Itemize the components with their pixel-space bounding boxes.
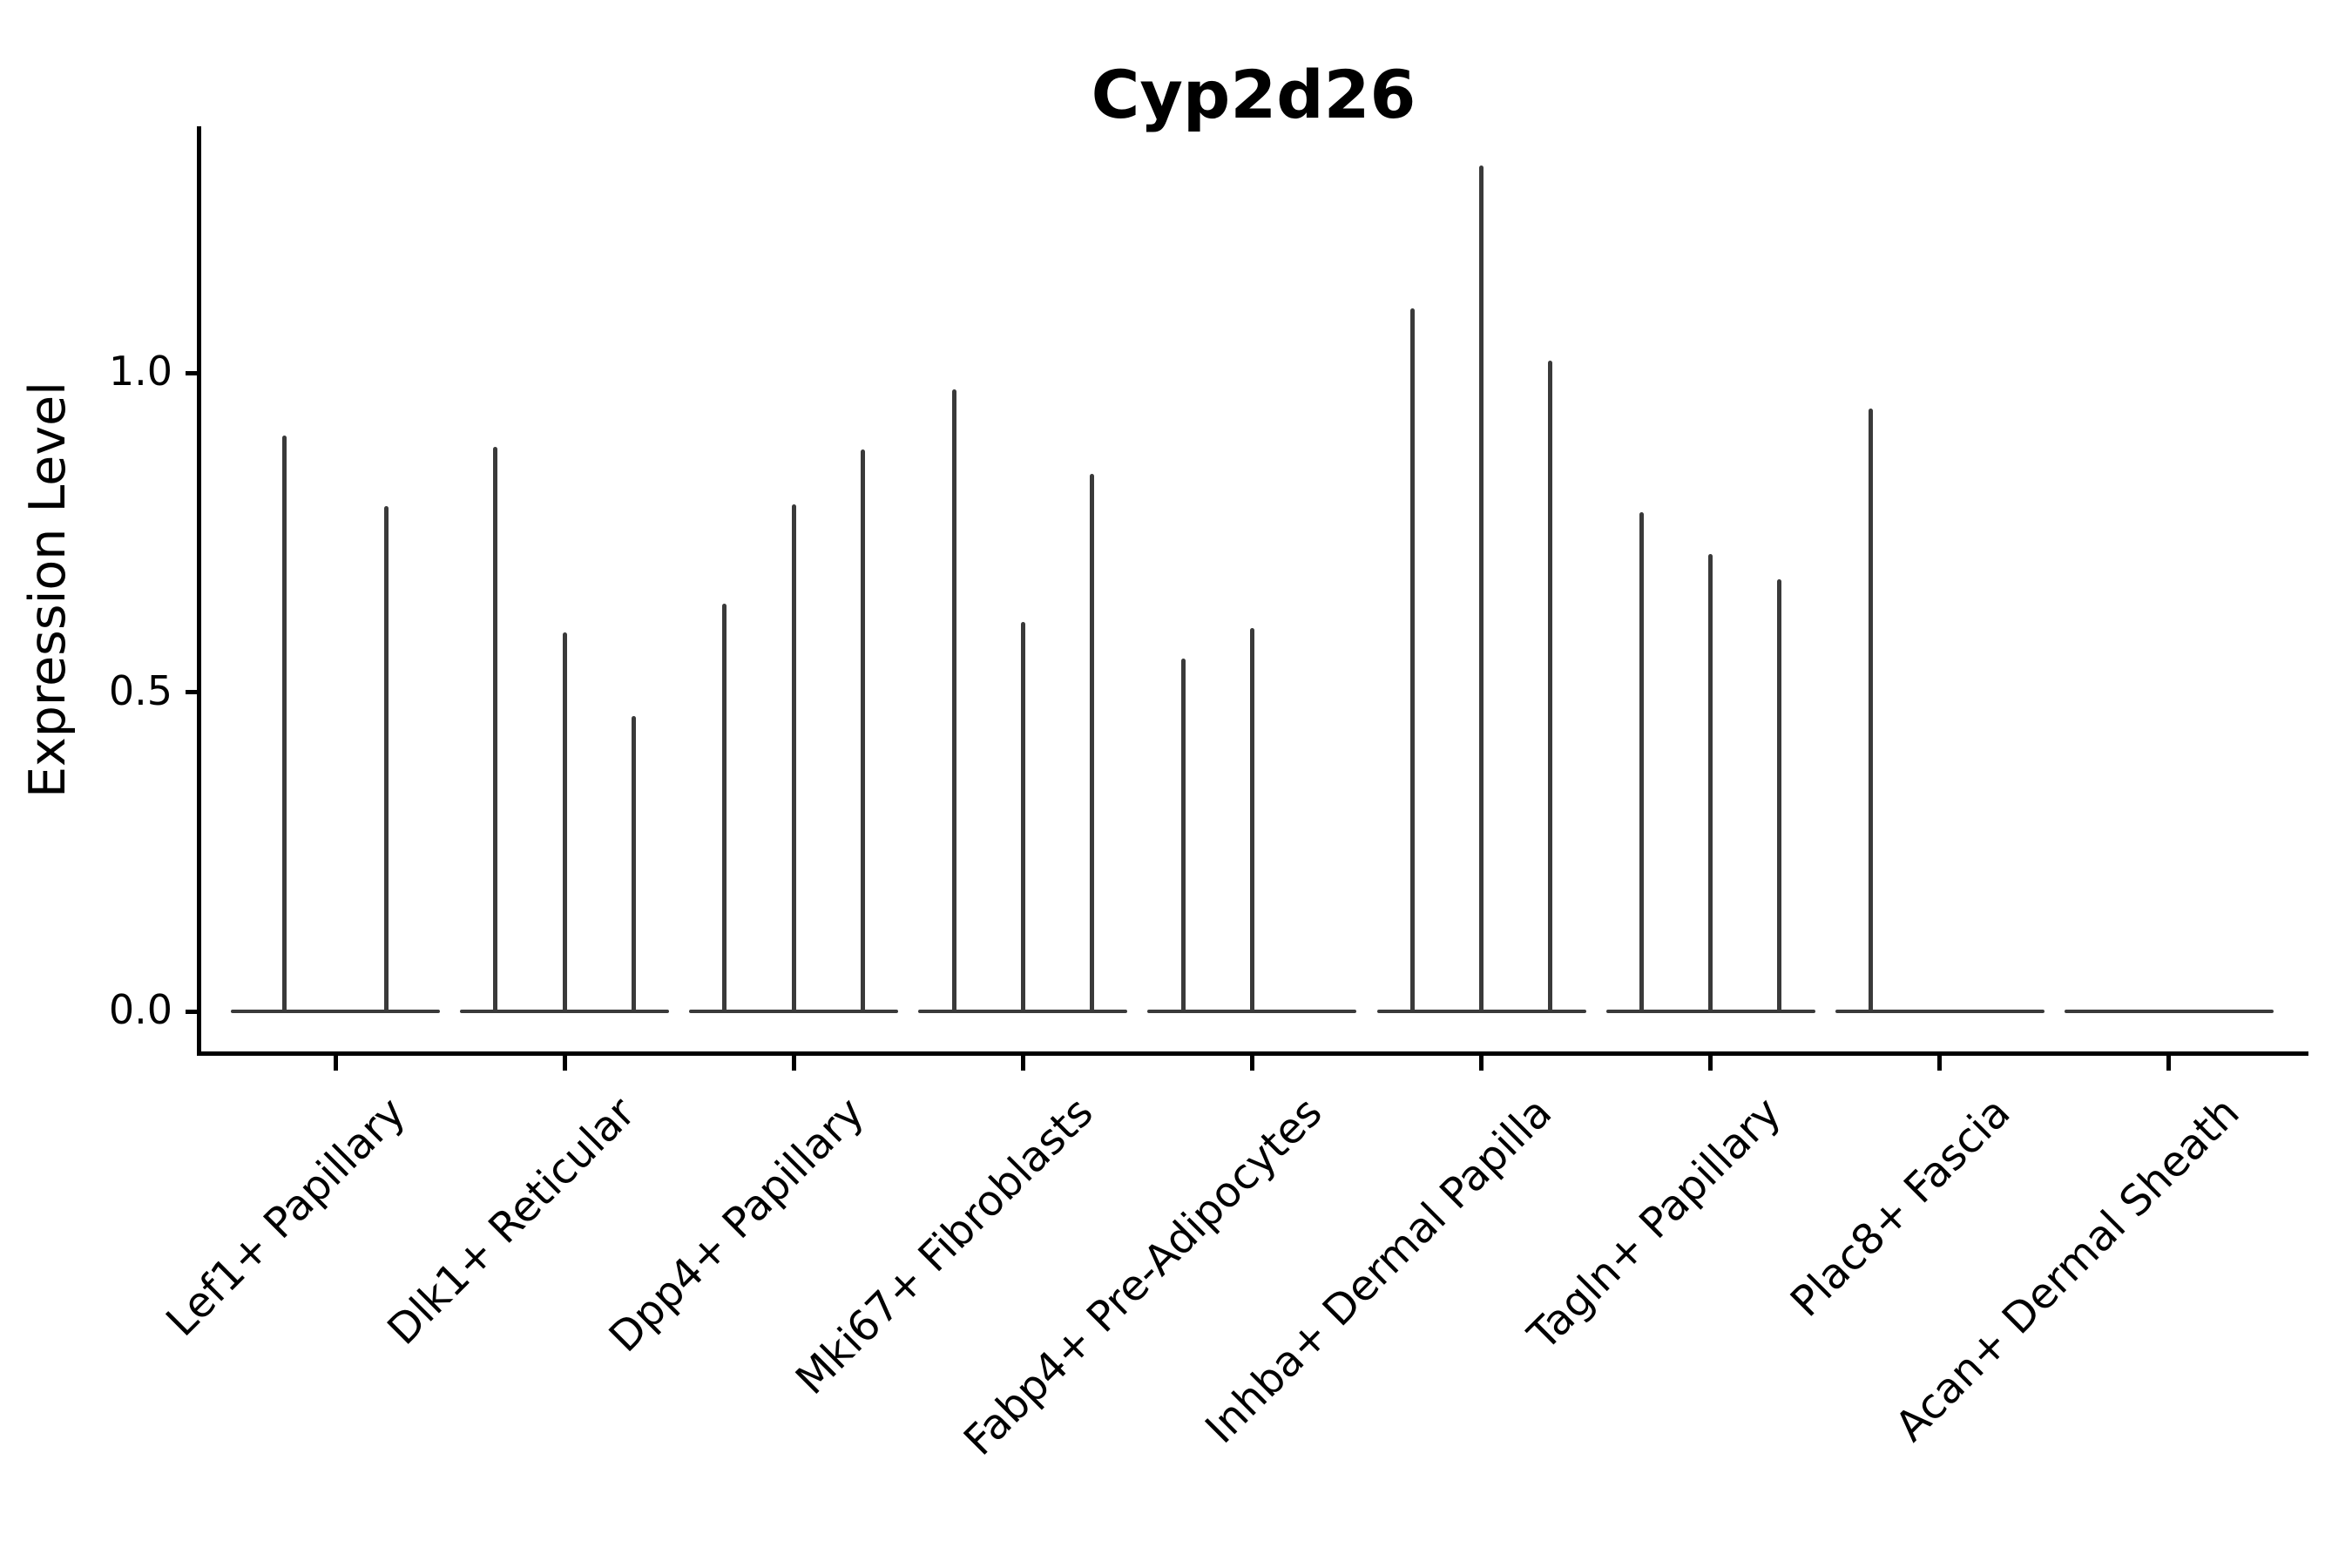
- x-tick-mark: [333, 1055, 338, 1071]
- x-axis-spine: [197, 1051, 2308, 1056]
- violin-spike: [1868, 409, 1873, 1011]
- x-tick-mark: [1937, 1055, 1943, 1071]
- y-tick-mark: [186, 690, 197, 695]
- y-tick-mark: [186, 1009, 197, 1014]
- violin-spike: [951, 389, 956, 1011]
- x-tick-mark: [2166, 1055, 2172, 1071]
- violin-spike: [1777, 578, 1782, 1011]
- violin-spike: [1708, 553, 1713, 1011]
- x-tick-label: Tagln+ Papillary: [1518, 1088, 1791, 1360]
- y-tick-label: 0.0: [108, 985, 172, 1033]
- violin-baseline: [918, 1010, 1128, 1013]
- violin-spike: [1639, 512, 1644, 1011]
- violin-baseline: [1605, 1010, 1815, 1013]
- violin-spike: [722, 603, 727, 1011]
- violin-spike: [493, 447, 498, 1011]
- violin-spike: [1020, 622, 1025, 1011]
- y-axis-spine: [197, 126, 201, 1056]
- violin-spike: [631, 715, 636, 1011]
- x-tick-mark: [1708, 1055, 1713, 1071]
- violin-spike: [384, 505, 389, 1011]
- chart-title: Cyp2d26: [1091, 56, 1416, 133]
- violin-spike: [1548, 361, 1553, 1011]
- y-tick-mark: [186, 370, 197, 375]
- violin-baseline: [2064, 1010, 2274, 1013]
- violin-spike: [1090, 474, 1095, 1011]
- y-tick-label: 1.0: [108, 348, 172, 395]
- violin-baseline: [231, 1010, 440, 1013]
- violin-spike: [1249, 628, 1254, 1011]
- y-axis-label-box: Expression Level: [9, 126, 87, 1053]
- x-tick-mark: [791, 1055, 796, 1071]
- x-tick-mark: [1020, 1055, 1025, 1071]
- violin-baseline: [1376, 1010, 1586, 1013]
- violin-spike: [562, 632, 567, 1011]
- violin-spike: [791, 504, 796, 1011]
- violin-spike: [1180, 658, 1186, 1011]
- x-tick-label: Dpp4+ Papillary: [599, 1088, 874, 1362]
- y-tick-label: 0.5: [108, 666, 172, 714]
- x-tick-label: Dlk1+ Reticular: [378, 1088, 645, 1355]
- x-tick-mark: [1249, 1055, 1254, 1071]
- x-tick-mark: [1479, 1055, 1484, 1071]
- violin-baseline: [689, 1010, 899, 1013]
- y-axis-label: Expression Level: [19, 382, 77, 798]
- violin-baseline: [1835, 1010, 2044, 1013]
- violin-baseline: [460, 1010, 670, 1013]
- x-tick-mark: [562, 1055, 567, 1071]
- violin-spike: [1409, 308, 1415, 1011]
- x-tick-label: Plac8+ Fascia: [1781, 1088, 2020, 1327]
- violin-baseline: [1147, 1010, 1357, 1013]
- violin-spike: [281, 436, 287, 1011]
- violin-spike: [861, 449, 865, 1011]
- x-tick-label: Lef1+ Papillary: [157, 1088, 416, 1346]
- violin-spike: [1479, 166, 1484, 1011]
